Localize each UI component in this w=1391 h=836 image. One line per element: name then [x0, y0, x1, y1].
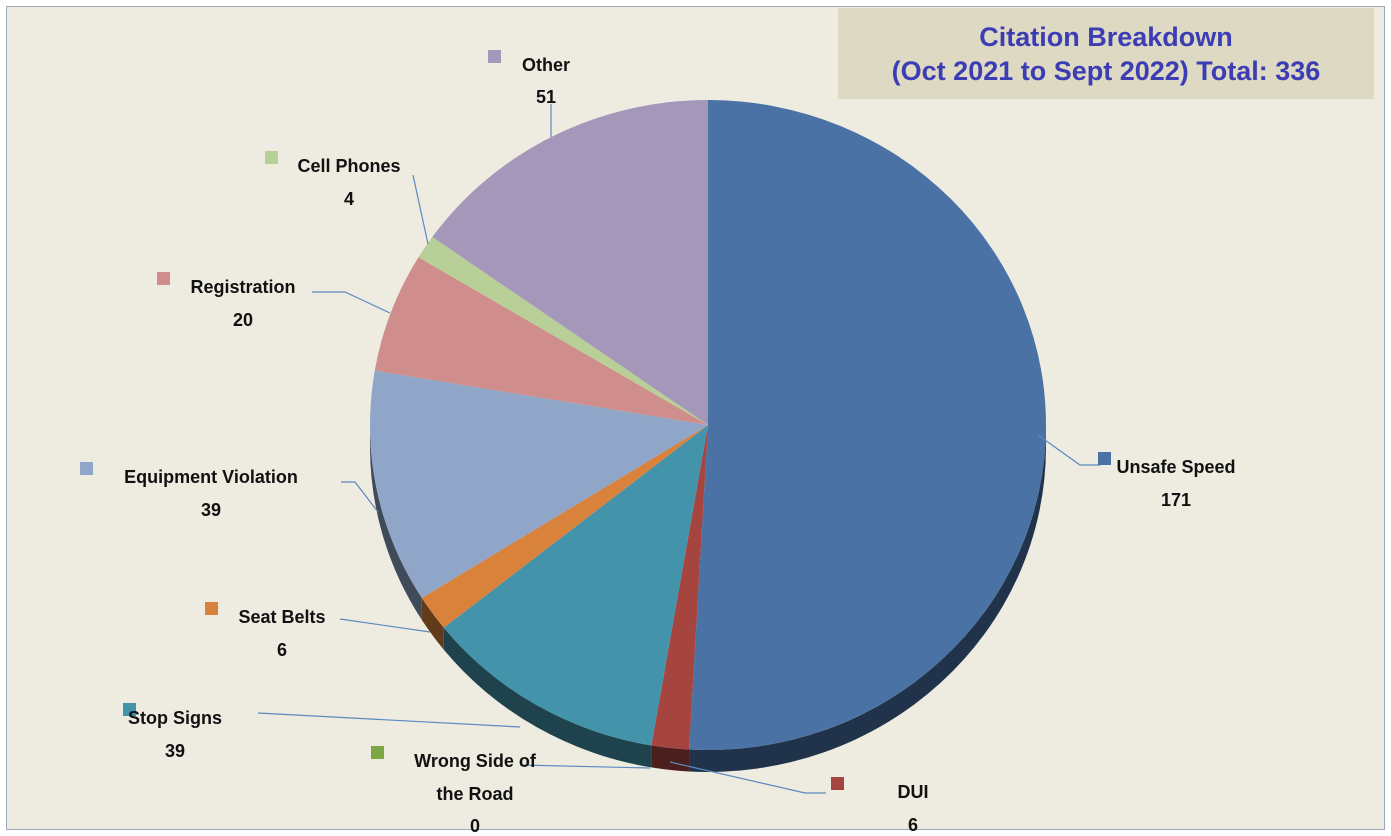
pie-slice-7	[418, 236, 708, 425]
legend-swatch-8	[488, 50, 501, 63]
data-label-name-2-0: Wrong Side of	[414, 751, 537, 771]
chart-title: Citation Breakdown	[979, 21, 1233, 52]
legend-swatch-0	[1098, 452, 1111, 465]
data-label-name-3: Stop Signs	[128, 708, 222, 728]
data-label-name-7: Cell Phones	[297, 156, 400, 176]
data-label-name-1: DUI	[898, 782, 929, 802]
data-label-name-5: Equipment Violation	[124, 467, 298, 487]
legend-swatch-6	[157, 272, 170, 285]
data-label-name-2-1: the Road	[436, 784, 513, 804]
pie-side-1	[651, 745, 690, 772]
data-label-value-8: 51	[536, 87, 556, 107]
leader-line-7	[412, 174, 429, 245]
data-label-value-7: 4	[344, 189, 354, 209]
data-label-value-3: 39	[165, 741, 185, 761]
data-label-value-6: 20	[233, 310, 253, 330]
data-label-name-0: Unsafe Speed	[1116, 457, 1235, 477]
leader-line-4	[339, 618, 431, 633]
data-label-value-4: 6	[277, 640, 287, 660]
leader-line-2	[519, 764, 651, 769]
data-label-value-5: 39	[201, 500, 221, 520]
data-label-name-8: Other	[522, 55, 570, 75]
data-label-value-2: 0	[470, 816, 480, 836]
pie-slice-3	[443, 425, 708, 746]
pie-slice-1	[651, 425, 708, 750]
pie-side-5	[370, 425, 422, 620]
legend-swatch-7	[265, 151, 278, 164]
data-label-value-1: 6	[908, 815, 918, 835]
data-label-value-0: 171	[1161, 490, 1191, 510]
leader-line-1	[669, 761, 826, 794]
pie-slice-6	[374, 257, 708, 425]
chart-subtitle: (Oct 2021 to Sept 2022) Total: 336	[891, 55, 1321, 86]
leader-line-3	[257, 712, 521, 728]
legend-swatch-1	[831, 777, 844, 790]
legend-swatch-2	[371, 746, 384, 759]
pie-slice-5	[370, 370, 708, 598]
data-label-name-4: Seat Belts	[238, 607, 325, 627]
pie-slice-0	[689, 100, 1046, 750]
legend-swatch-4	[205, 602, 218, 615]
legend-swatch-3	[123, 703, 136, 716]
leader-line-0	[1037, 434, 1100, 466]
chart-title-box: Citation Breakdown (Oct 2021 to Sept 202…	[838, 8, 1374, 99]
leader-line-6	[312, 291, 391, 314]
legend-swatch-5	[80, 462, 93, 475]
pie-slice-8	[432, 100, 708, 425]
leader-line-5	[341, 481, 379, 513]
pie-side-3	[443, 627, 652, 768]
pie-side-4	[421, 597, 444, 650]
data-label-name-6: Registration	[190, 277, 295, 297]
pie-slice-4	[421, 425, 708, 628]
